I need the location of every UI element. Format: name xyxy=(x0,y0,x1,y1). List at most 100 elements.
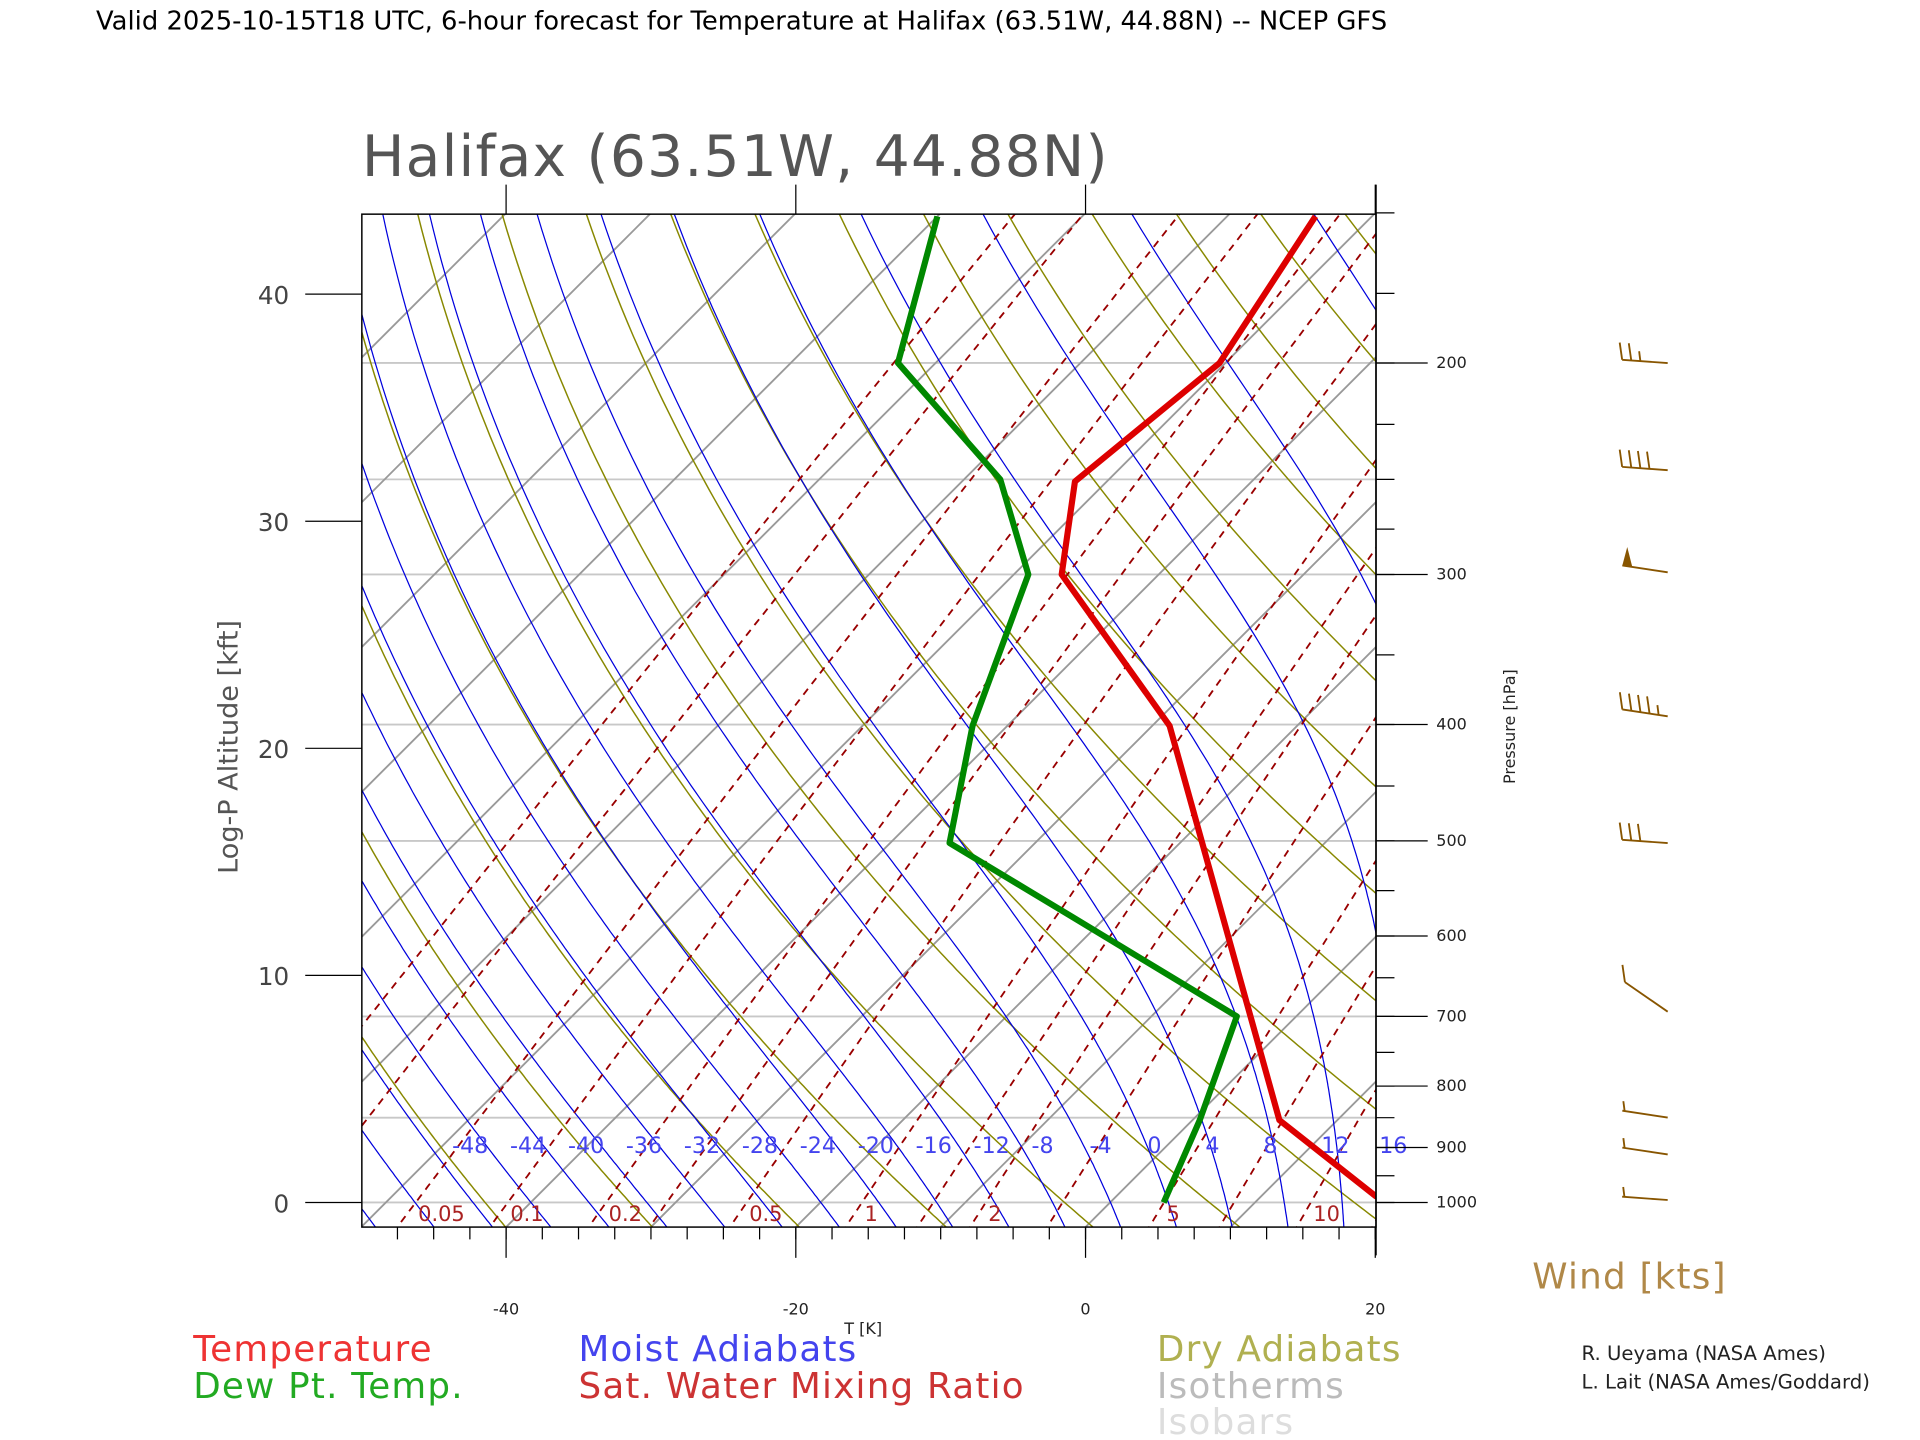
legend-dewpoint: Dew Pt. Temp. xyxy=(193,1366,464,1407)
barb-full xyxy=(1618,342,1624,360)
barb-half xyxy=(1622,1186,1626,1197)
mixing-ratio-label: 10 xyxy=(1313,1202,1340,1226)
x-tick-label: -20 xyxy=(783,1299,809,1318)
left-axis-label: Log-P Altitude [kft] xyxy=(214,620,245,874)
dry-adiabat-line xyxy=(754,214,1376,1002)
moist-adiabat-line xyxy=(860,214,1345,1228)
barb-full xyxy=(1618,822,1624,840)
wind-barb xyxy=(1622,1186,1668,1201)
p-tick-label: 300 xyxy=(1436,564,1467,583)
legend-mixing-ratio: Sat. Water Mixing Ratio xyxy=(578,1366,1024,1407)
moist-adiabat-label: -36 xyxy=(626,1133,662,1159)
mixing-ratio-line xyxy=(1533,177,1920,1233)
moist-adiabat-label: -44 xyxy=(510,1133,546,1159)
moist-adiabat-label: -40 xyxy=(568,1133,604,1159)
moist-adiabat-line xyxy=(673,214,1233,1228)
moist-adiabat-label: -32 xyxy=(684,1133,720,1159)
moist-adiabat-label: -16 xyxy=(916,1133,952,1159)
moist-adiabat-label: -24 xyxy=(800,1133,836,1159)
dry-adiabat-line xyxy=(1483,177,1920,1233)
moist-adiabat-label: -8 xyxy=(1032,1133,1054,1159)
dry-adiabat-line xyxy=(1566,177,1920,1233)
moist-adiabat-label: 0 xyxy=(1147,1133,1161,1159)
barb-half xyxy=(1638,351,1642,362)
dry-adiabat-line xyxy=(1813,177,1920,1233)
p-tick-label: 600 xyxy=(1436,926,1467,945)
moist-adiabat-line xyxy=(536,214,1122,1228)
moist-adiabat-line xyxy=(361,461,841,1228)
right-axis-label: Pressure [hPa] xyxy=(1500,669,1519,784)
temperature-line xyxy=(1058,214,1376,1200)
barb-full xyxy=(1627,343,1633,361)
isotherm-line xyxy=(0,177,397,1233)
mixing-ratio-line xyxy=(1621,177,1920,1233)
wind-barb xyxy=(1618,342,1668,364)
moist-adiabat-line xyxy=(759,214,1289,1228)
x-tick-label: 20 xyxy=(1365,1299,1385,1318)
legend-dry-adiabats: Dry Adiabats xyxy=(1157,1329,1402,1370)
isotherm-line xyxy=(361,214,652,504)
barb-staff xyxy=(1622,1109,1668,1119)
mixing-ratio-label: 0.2 xyxy=(609,1202,642,1226)
moist-adiabat-label: 8 xyxy=(1263,1133,1277,1159)
moist-adiabat-label: -28 xyxy=(742,1133,778,1159)
barb-half xyxy=(1622,1101,1626,1112)
credit-line-2: L. Lait (NASA Ames/Goddard) xyxy=(1582,1370,1870,1393)
mixing-ratio-line xyxy=(968,613,1376,1228)
dry-adiabat-line xyxy=(361,603,801,1228)
mixing-ratio-line xyxy=(1452,177,1920,1233)
mixing-ratio-label: 5 xyxy=(1167,1202,1180,1226)
y-tick-label: 30 xyxy=(258,508,289,537)
barb-full xyxy=(1621,964,1626,983)
isotherm-line xyxy=(361,214,507,359)
y-tick-label: 40 xyxy=(258,281,289,310)
x-tick-label: -40 xyxy=(493,1299,519,1318)
moist-adiabat-line xyxy=(361,879,610,1228)
isotherm-line xyxy=(1659,177,1920,1233)
dry-adiabat-line xyxy=(361,830,654,1228)
mixing-ratio-line xyxy=(1148,858,1376,1228)
legend-temperature: Temperature xyxy=(192,1329,433,1370)
wind-barb xyxy=(1622,1101,1668,1119)
mixing-ratio-line xyxy=(1371,1218,1376,1228)
barb-staff xyxy=(1622,465,1668,472)
mixing-ratio-line xyxy=(844,458,1376,1228)
barb-full xyxy=(1636,450,1642,469)
barb-staff xyxy=(1622,358,1668,364)
barb-staff xyxy=(1622,838,1668,844)
dry-adiabat-line xyxy=(1007,214,1376,682)
isotherm-line xyxy=(361,214,1086,939)
mixing-ratio-label: 0.05 xyxy=(418,1202,465,1226)
wind-barb xyxy=(1618,449,1668,472)
mixing-ratio-line xyxy=(1218,964,1376,1228)
dry-adiabat-line xyxy=(1731,177,1920,1233)
mixing-ratio-label: 2 xyxy=(988,1202,1001,1226)
moist-adiabat-label: -20 xyxy=(858,1133,894,1159)
mixing-ratio-line xyxy=(916,546,1376,1228)
barb-staff xyxy=(1622,1146,1668,1156)
mixing-ratio-label: 1 xyxy=(864,1202,877,1226)
moist-adiabat-line xyxy=(1131,214,1376,606)
barb-full xyxy=(1627,823,1633,841)
barb-staff xyxy=(1622,564,1668,574)
isotherm-line xyxy=(504,355,1376,1228)
x-tick-label: 0 xyxy=(1080,1299,1090,1318)
axes: -40 -20 0 200102030401000900800700600500400… xyxy=(258,184,1477,1318)
line-labels: -48 -44 -40 -36 -32 -28 -24 -20 -16 -12 -8 -4 0 4 8 12 1… xyxy=(418,1133,1407,1226)
p-tick-label: 900 xyxy=(1436,1137,1467,1156)
isotherm-line xyxy=(1229,1080,1376,1228)
dry-adiabat-line xyxy=(1091,214,1376,576)
moist-adiabat-line xyxy=(428,214,1010,1228)
barb-full xyxy=(1628,693,1633,711)
moist-adiabat-line xyxy=(361,788,668,1228)
isotherm-line xyxy=(794,645,1376,1228)
y-tick-label: 10 xyxy=(258,962,289,991)
mixing-ratio-line xyxy=(488,214,1259,1228)
isotherm-line xyxy=(1514,177,1920,1233)
moist-adiabat-label: -4 xyxy=(1090,1133,1112,1159)
isotherm-line xyxy=(361,214,941,794)
moist-adiabat-line xyxy=(361,1207,377,1228)
barb-staff xyxy=(1622,1195,1668,1201)
station-title: Halifax (63.51W, 44.88N) xyxy=(362,124,1109,190)
barb-full xyxy=(1618,449,1624,468)
